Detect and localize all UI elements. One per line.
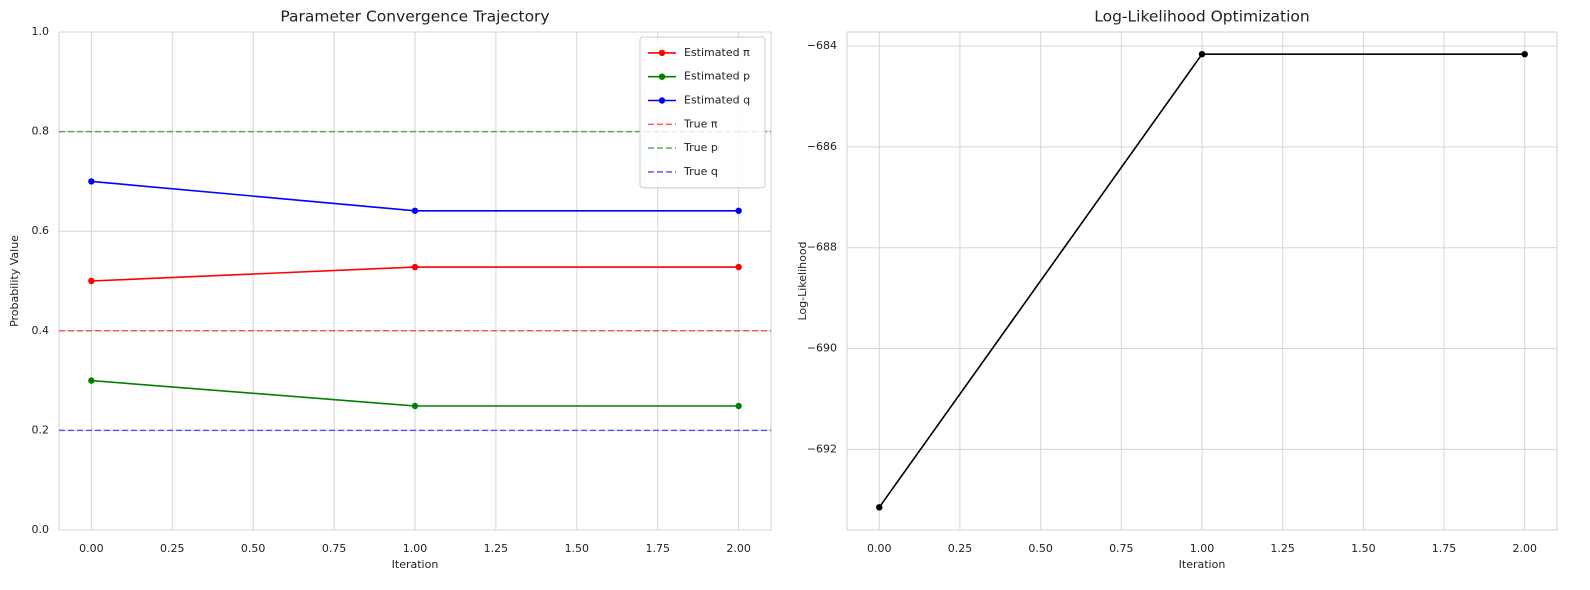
legend-label: True π [683,117,718,130]
point [411,263,419,271]
x-tick-label: 2.00 [726,542,751,555]
y-tick-label: 0.6 [32,224,50,237]
point [88,277,95,285]
y-axis-label: Log-Likelihood [796,241,809,320]
y-tick-label: −692 [807,442,837,455]
x-tick-label: 0.25 [160,542,185,555]
legend-marker [658,97,666,104]
y-tick-label: −690 [807,342,837,355]
x-axis-label: Iteration [1179,558,1226,571]
legend-label: True p [683,141,718,154]
point [876,504,883,511]
x-tick-label: 0.00 [867,542,892,555]
point [735,263,742,271]
y-tick-label: −684 [807,39,837,52]
legend-label: True q [683,165,718,178]
point [1521,50,1528,58]
y-tick-label: 0.2 [32,423,50,436]
legend-marker [658,49,666,57]
chart-title: Log-Likelihood Optimization [1094,8,1310,26]
x-tick-label: 1.25 [484,542,509,555]
x-tick-label: 0.75 [1109,542,1134,555]
point [1198,50,1206,58]
x-tick-label: 0.00 [79,542,104,555]
point [735,207,742,214]
legend-label: Estimated p [684,70,750,83]
x-tick-label: 0.25 [948,542,973,555]
x-tick-label: 1.50 [565,542,590,555]
y-tick-label: −688 [807,241,837,254]
x-tick-label: 1.00 [403,542,428,555]
x-tick-label: 1.50 [1351,542,1376,555]
x-tick-label: 0.50 [1028,542,1053,555]
y-tick-label: 0.8 [32,125,50,138]
point [88,178,95,185]
y-tick-label: 0.4 [32,324,50,337]
x-tick-label: 1.75 [645,542,670,555]
legend-label: Estimated π [684,46,750,59]
x-axis-label: Iteration [392,558,439,571]
x-tick-label: 1.00 [1190,542,1215,555]
y-axis-label: Probability Value [8,235,21,327]
point [735,402,742,410]
y-tick-label: 0.0 [32,523,50,536]
x-tick-label: 2.00 [1512,542,1537,555]
point [88,377,95,384]
x-tick-label: 1.75 [1432,542,1457,555]
chart-title: Parameter Convergence Trajectory [280,8,549,26]
point [411,207,419,214]
point [411,402,419,410]
legend-box [639,36,766,189]
x-tick-label: 0.50 [241,542,266,555]
legend-marker [658,73,666,80]
x-tick-label: 1.25 [1270,542,1295,555]
legend: Estimated π Estimated p Estimated q True π T… [639,36,766,189]
y-tick-label: −686 [807,140,837,153]
x-tick-label: 0.75 [322,542,347,555]
y-tick-label: 1.0 [32,25,50,38]
legend-label: Estimated q [684,94,750,107]
